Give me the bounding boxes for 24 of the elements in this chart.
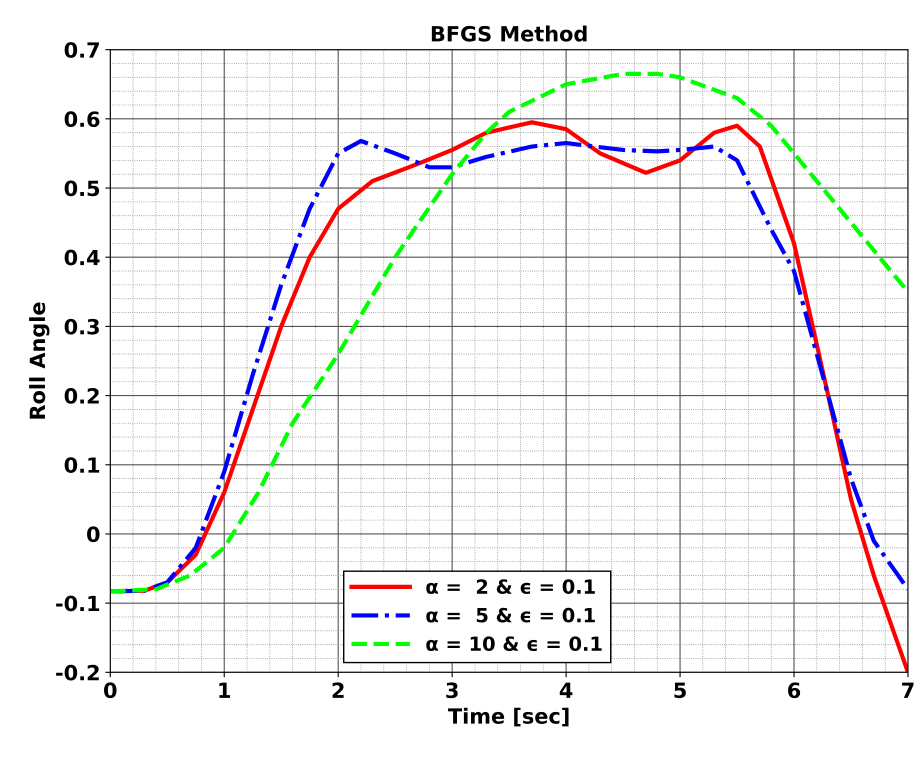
x-tick-label: 5 (674, 682, 686, 698)
y-tick-label: 0.6 (64, 111, 100, 128)
x-tick-label: 2 (332, 682, 344, 698)
legend-label: α = 2 & ϵ = 0.1 (426, 579, 595, 594)
y-tick-label: 0.3 (64, 318, 99, 335)
y-tick-label: 0.2 (64, 388, 99, 404)
y-tick-label: -0.2 (56, 664, 99, 681)
x-tick-label: 7 (902, 682, 914, 698)
x-axis-title: Time [sec] (448, 708, 569, 726)
x-tick-label: 6 (788, 682, 800, 698)
y-tick-label: 0.7 (64, 42, 99, 58)
y-tick-label: 0 (87, 526, 100, 542)
y-tick-label: -0.1 (56, 596, 100, 612)
legend-label: α = 5 & ϵ = 0.1 (426, 608, 595, 623)
x-tick-label: 1 (219, 682, 230, 698)
y-tick-label: 0.4 (64, 250, 100, 266)
y-tick-label: 0.5 (64, 180, 100, 196)
x-tick-label: 4 (560, 682, 572, 698)
y-tick-label: 0.1 (64, 457, 100, 473)
legend-label: α = 10 & ϵ = 0.1 (426, 636, 602, 652)
x-tick-label: 3 (446, 682, 458, 698)
x-tick-label: 0 (104, 682, 117, 698)
y-axis-title: Roll Angle (29, 302, 50, 419)
chart-title: BFGS Method (432, 25, 587, 42)
